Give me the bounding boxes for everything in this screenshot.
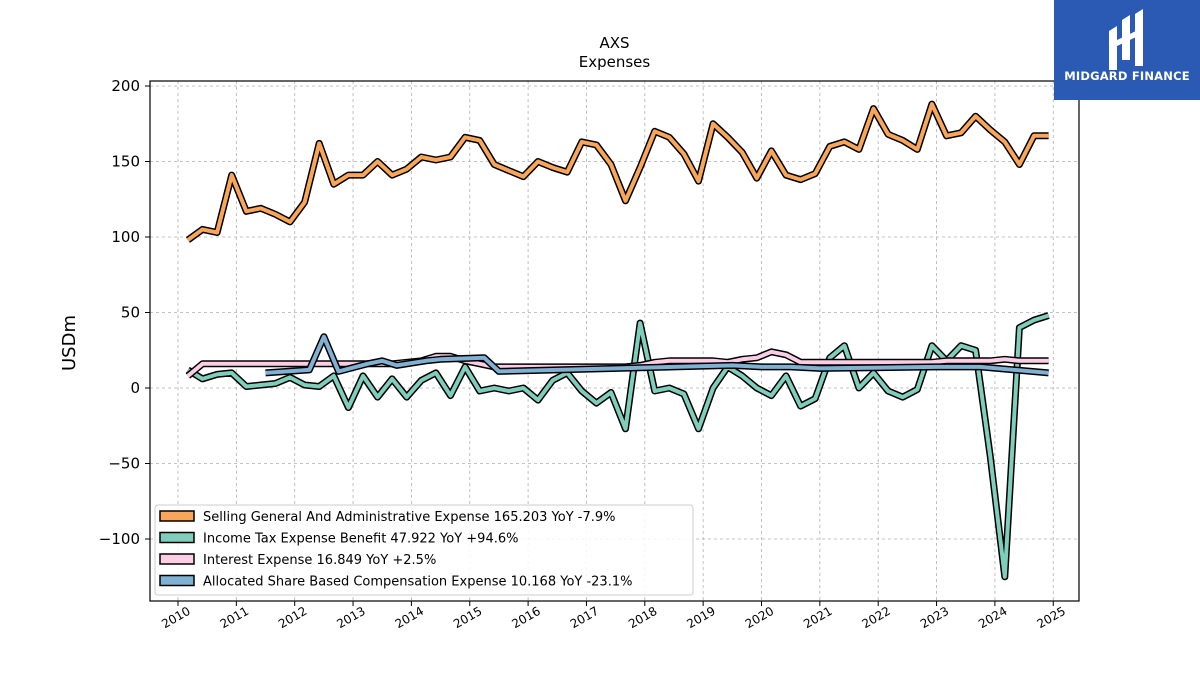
y-tick-label: 0 (130, 379, 140, 397)
y-tick-label: −100 (99, 530, 140, 548)
legend-label: Income Tax Expense Benefit 47.922 YoY +9… (203, 532, 518, 547)
legend-label: Selling General And Administrative Expen… (203, 510, 616, 525)
legend-swatch (159, 553, 195, 565)
series-3 (265, 333, 1049, 377)
x-tick-label: 2012 (276, 604, 309, 631)
legend-box (154, 504, 694, 596)
legend: Selling General And Administrative Expen… (154, 504, 694, 596)
y-axis: 200 150 100 50 0 −50 −100 (99, 77, 150, 548)
x-tick-label: 2011 (218, 604, 251, 631)
series-0 (185, 100, 1049, 243)
y-tick-label: 100 (111, 228, 140, 246)
series-line (265, 334, 1049, 375)
legend-label: Allocated Share Based Compensation Expen… (203, 575, 632, 590)
x-tick-label: 2013 (334, 604, 367, 631)
chart-title: AXS (599, 34, 629, 52)
x-tick-label: 2019 (684, 604, 717, 631)
x-tick-label: 2010 (159, 604, 192, 631)
brand-mark-icon (1109, 9, 1143, 70)
chart-subtitle: Expenses (579, 53, 651, 71)
x-tick-label: 2025 (1035, 604, 1068, 631)
legend-swatch (159, 510, 195, 522)
x-tick-label: 2024 (976, 604, 1009, 631)
x-tick-label: 2023 (918, 604, 951, 631)
series-line (186, 102, 1049, 242)
x-axis: 2010 2011 2012 2013 2014 2015 2016 2017 2018 2019… (159, 601, 1068, 631)
x-tick-label: 2021 (801, 604, 834, 631)
x-tick-label: 2014 (393, 604, 426, 631)
y-axis-label: USDm (59, 315, 80, 371)
series-line-outline (185, 100, 1049, 243)
legend-swatch (159, 531, 195, 544)
y-tick-label: 200 (111, 77, 140, 95)
x-tick-label: 2020 (743, 604, 776, 631)
x-tick-label: 2016 (509, 604, 542, 631)
series-1 (186, 312, 1050, 581)
brand-logo: MIDGARD FINANCE (1054, 0, 1200, 100)
x-tick-label: 2015 (451, 604, 484, 631)
plot-frame (149, 80, 1080, 602)
series-layer (185, 100, 1050, 581)
legend-swatch (159, 574, 195, 587)
x-tick-label: 2022 (859, 604, 892, 631)
series-line (186, 313, 1050, 579)
y-tick-label: 150 (111, 153, 140, 171)
legend-label: Interest Expense 16.849 YoY +2.5% (203, 553, 436, 568)
y-tick-label: 50 (121, 304, 140, 322)
brand-name: MIDGARD FINANCE (1064, 69, 1190, 83)
y-tick-label: −50 (108, 455, 140, 473)
x-tick-label: 2017 (568, 604, 601, 631)
x-tick-label: 2018 (626, 604, 659, 631)
